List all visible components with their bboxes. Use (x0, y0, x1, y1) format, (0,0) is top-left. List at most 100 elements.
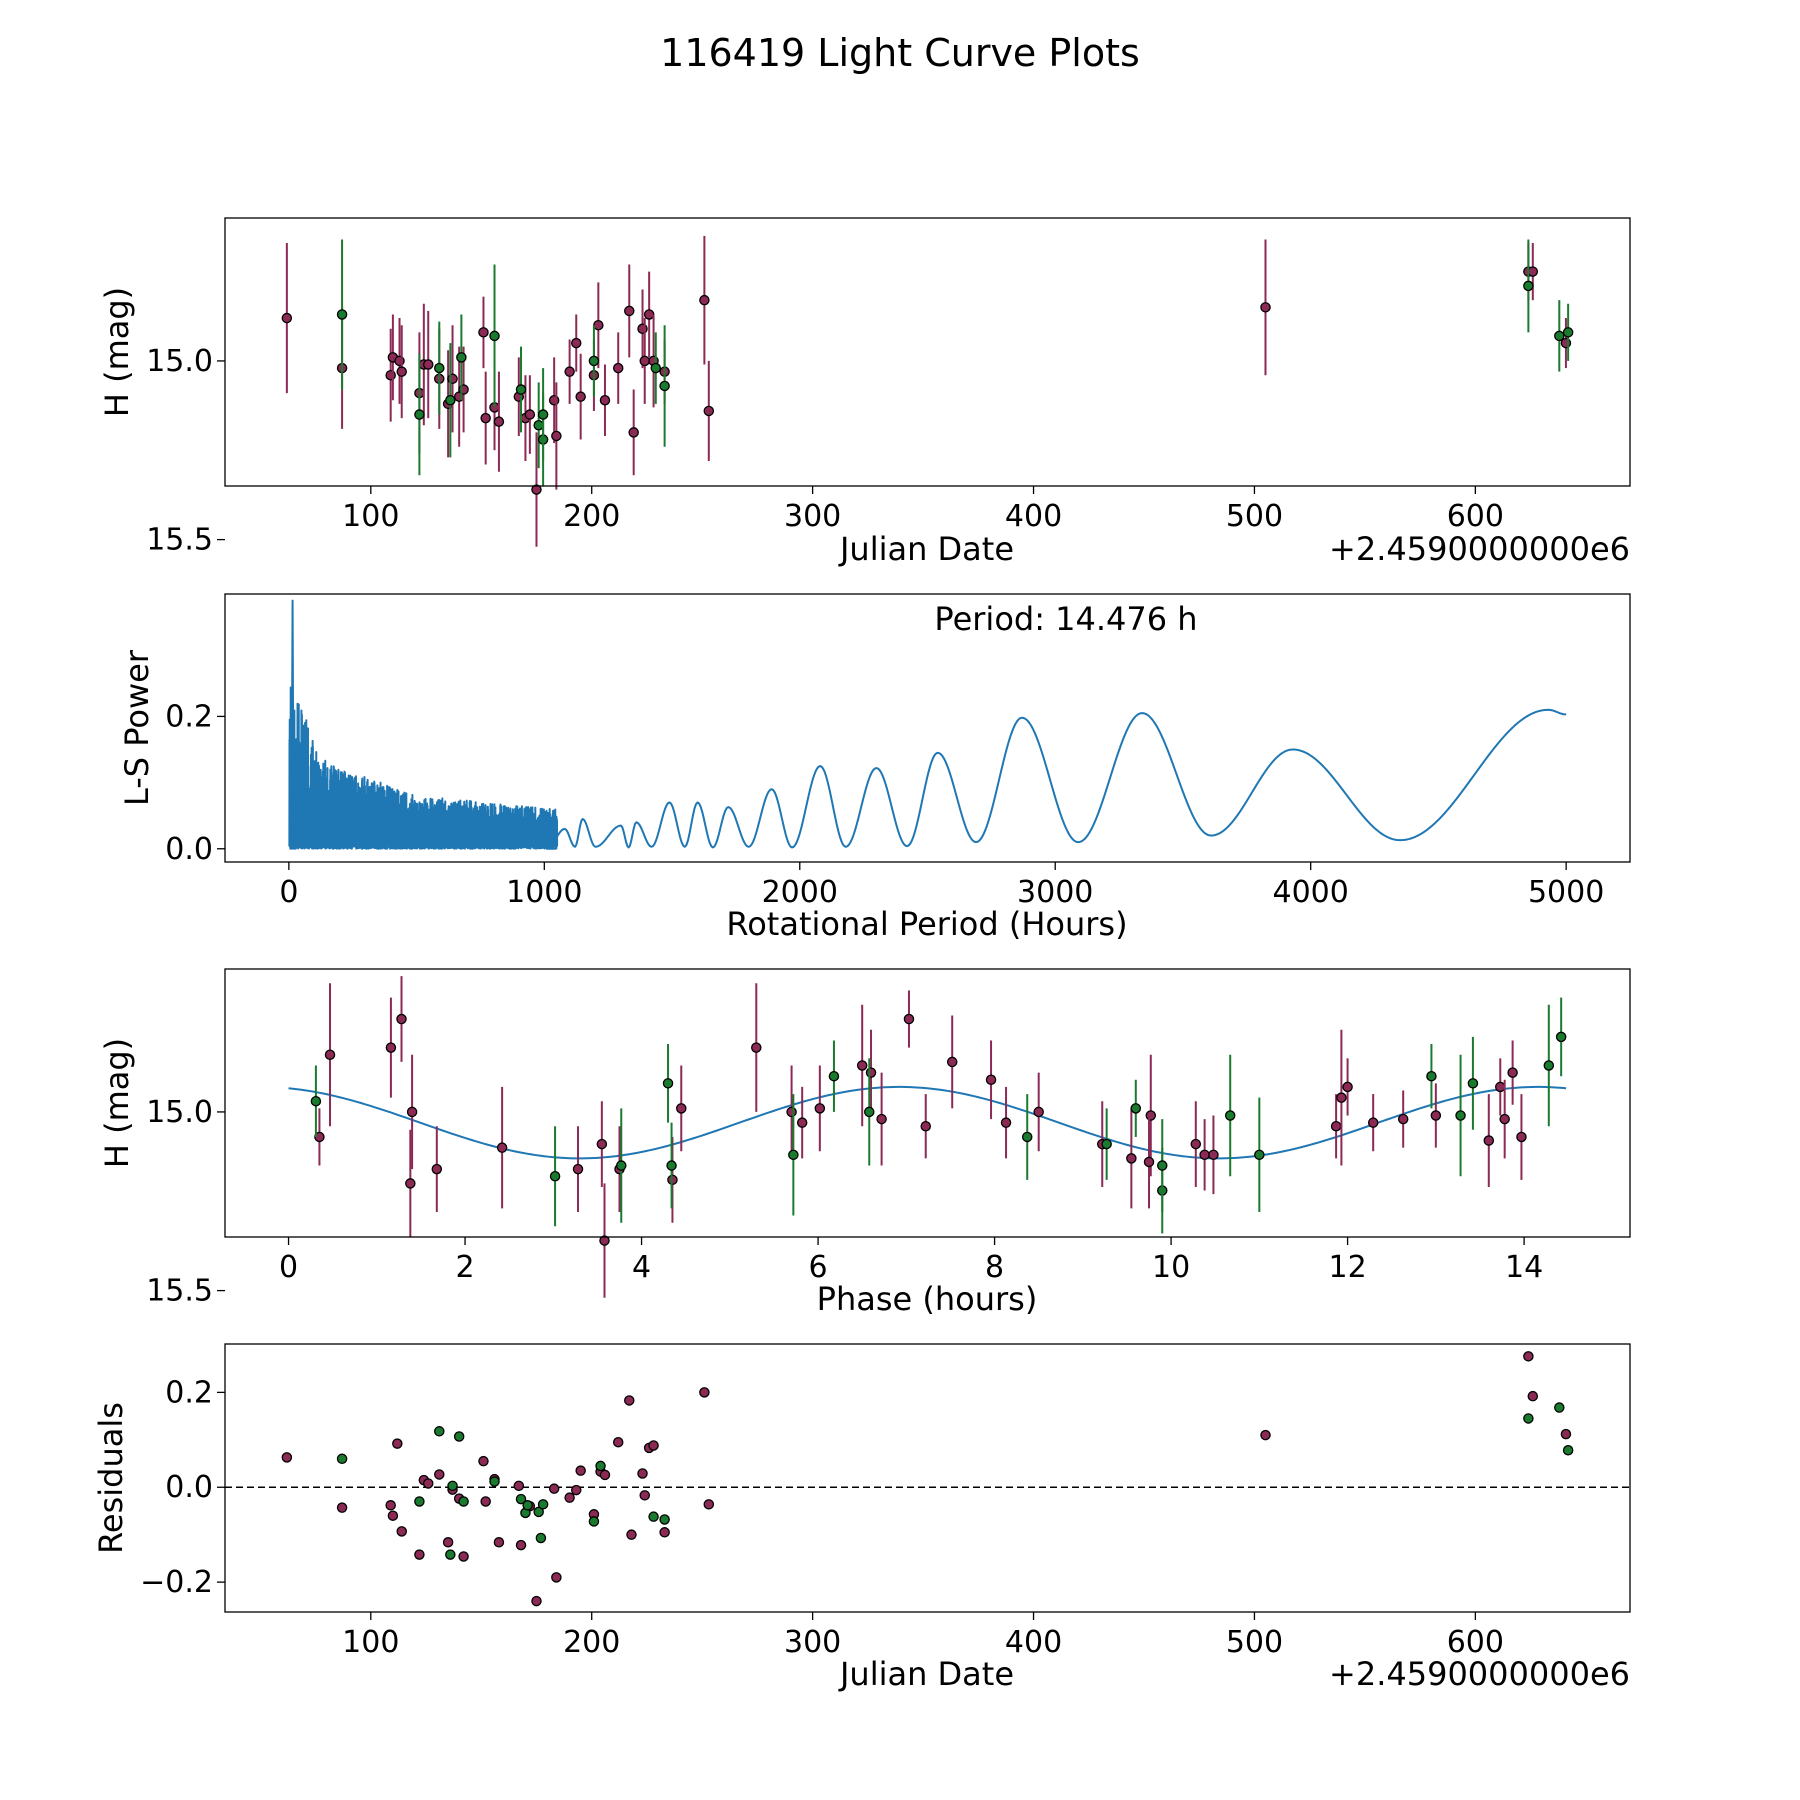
residuals-x-tick-label: 100 (342, 1625, 399, 1660)
phase-curve-point-purple (572, 1163, 584, 1175)
phase-curve-point-purple (406, 1106, 418, 1118)
residuals-plot-area (225, 1351, 1630, 1607)
periodogram-x-tick-label: 2000 (762, 875, 838, 910)
light-curve-x-tick-label: 300 (784, 499, 841, 534)
periodogram-panel: 0 1000 2000 3000 4000 5000 0.0 0.2 Period: 14.… (118, 593, 1631, 943)
phase-curve-point-purple (814, 1103, 826, 1114)
phase-curve-y-label: H (mag) (98, 1038, 136, 1168)
light-curve-panel: 100 200 300 400 500 600 15.515.0 Julian Date … (98, 217, 1631, 568)
light-curve-plot-area (281, 235, 1574, 547)
phase-curve-point-purple (865, 1067, 877, 1078)
light-curve-point-green (414, 409, 425, 420)
residuals-y-label: Residuals (92, 1402, 130, 1554)
phase-curve-point-purple (396, 1013, 407, 1025)
periodogram-x-tick-label: 0 (279, 875, 298, 910)
light-curve-frame (224, 217, 1631, 487)
light-curve-x-label: Julian Date (838, 530, 1014, 568)
light-curve-y-tick-label: 15.0 (146, 344, 213, 379)
phase-curve-x-tick-label: 12 (1328, 1250, 1366, 1285)
residuals-x-ticks: 100 200 300 400 500 600 (342, 1612, 1504, 1660)
phase-curve-point-purple (1495, 1081, 1506, 1093)
phase-curve-point-green (1224, 1110, 1236, 1121)
light-curve-point-purple (524, 409, 536, 420)
residuals-point-green (489, 1476, 500, 1487)
phase-curve-frame (224, 968, 1631, 1238)
phase-curve-point-purple (1199, 1149, 1210, 1161)
residuals-point-green (648, 1511, 659, 1522)
light-curve-point-purple (531, 484, 542, 495)
phase-curve-point-green (864, 1106, 875, 1118)
phase-curve-plot-area (288, 976, 1567, 1298)
phase-curve-point-green (1254, 1149, 1265, 1161)
residuals-point-purple (385, 1500, 396, 1511)
residuals-y-tick-label: 0.2 (165, 1375, 213, 1410)
periodogram-y-tick-label: 0.2 (165, 699, 213, 734)
periodogram-y-ticks: 0.0 0.2 (165, 699, 225, 867)
phase-curve-y-tick-label: 15.0 (146, 1095, 213, 1130)
residuals-point-purple (703, 1499, 715, 1510)
phase-curve-point-purple (496, 1142, 508, 1153)
residuals-point-purple (1260, 1429, 1271, 1441)
residuals-point-purple (1527, 1390, 1539, 1402)
phase-curve-point-purple (946, 1056, 958, 1068)
residuals-point-green (447, 1480, 458, 1492)
phase-curve-point-green (1157, 1160, 1168, 1171)
light-curve-point-purple (1260, 302, 1271, 313)
residuals-y-tick-label: 0.0 (165, 1470, 213, 1505)
residuals-point-green (414, 1496, 425, 1507)
residuals-point-purple (458, 1551, 469, 1562)
light-curve-point-green (515, 384, 527, 395)
phase-curve-point-purple (876, 1113, 887, 1125)
phase-curve-point-green (1467, 1078, 1479, 1089)
light-curve-point-purple (385, 369, 396, 381)
residuals-point-purple (281, 1452, 293, 1463)
light-curve-x-tick-label: 600 (1447, 499, 1504, 534)
phase-curve-point-green (616, 1160, 627, 1171)
residuals-point-purple (599, 1469, 611, 1481)
light-curve-point-purple (643, 309, 655, 320)
phase-curve-point-purple (431, 1163, 443, 1175)
phase-curve-point-green (662, 1078, 674, 1089)
residuals-x-tick-label: 200 (563, 1625, 620, 1660)
residuals-panel: 100 200 300 400 500 600 0.2 0.0 −0.2 Julian Dat… (92, 1343, 1631, 1693)
light-curve-point-purple (447, 373, 458, 385)
phase-curve-point-purple (751, 1042, 762, 1053)
periodogram-x-tick-label: 1000 (506, 875, 582, 910)
phase-curve-point-green (1455, 1110, 1466, 1121)
phase-curve-point-green (549, 1171, 561, 1182)
light-curve-point-purple (699, 294, 710, 306)
residuals-point-green (535, 1532, 547, 1544)
residuals-point-purple (414, 1549, 425, 1560)
light-curve-point-green (1562, 327, 1574, 338)
light-curve-x-tick-label: 500 (1226, 499, 1283, 534)
phase-curve-point-purple (856, 1060, 868, 1071)
light-curve-offset-text: +2.4590000000e6 (1329, 530, 1630, 568)
light-curve-y-tick-label: 15.5 (146, 523, 213, 558)
light-curve-point-green (456, 352, 467, 363)
residuals-point-purple (1523, 1351, 1534, 1362)
periodogram-power-line (288, 599, 1567, 850)
residuals-point-green (434, 1426, 445, 1437)
residuals-point-green (515, 1493, 527, 1505)
light-curve-point-purple (571, 337, 582, 349)
residuals-point-purple (564, 1492, 575, 1503)
phase-curve-point-green (788, 1149, 799, 1161)
residuals-point-purple (648, 1440, 659, 1451)
periodogram-frame (224, 593, 1631, 863)
phase-curve-point-purple (1336, 1092, 1347, 1103)
phase-curve-point-purple (1483, 1135, 1495, 1146)
residuals-point-purple (513, 1480, 525, 1492)
residuals-point-purple (571, 1484, 582, 1496)
light-curve-point-green (336, 309, 348, 320)
phase-curve-point-purple (324, 1049, 336, 1061)
residuals-point-green (336, 1453, 348, 1465)
periodogram-x-ticks: 0 1000 2000 3000 4000 5000 (279, 862, 1604, 910)
light-curve-point-purple (575, 391, 586, 402)
residuals-point-purple (396, 1526, 407, 1537)
phase-curve-x-tick-label: 2 (456, 1250, 475, 1285)
residuals-point-purple (548, 1483, 560, 1494)
periodogram-annotation: Period: 14.476 h (934, 600, 1197, 638)
residuals-x-tick-label: 600 (1447, 1625, 1504, 1660)
light-curve-point-purple (612, 362, 624, 374)
